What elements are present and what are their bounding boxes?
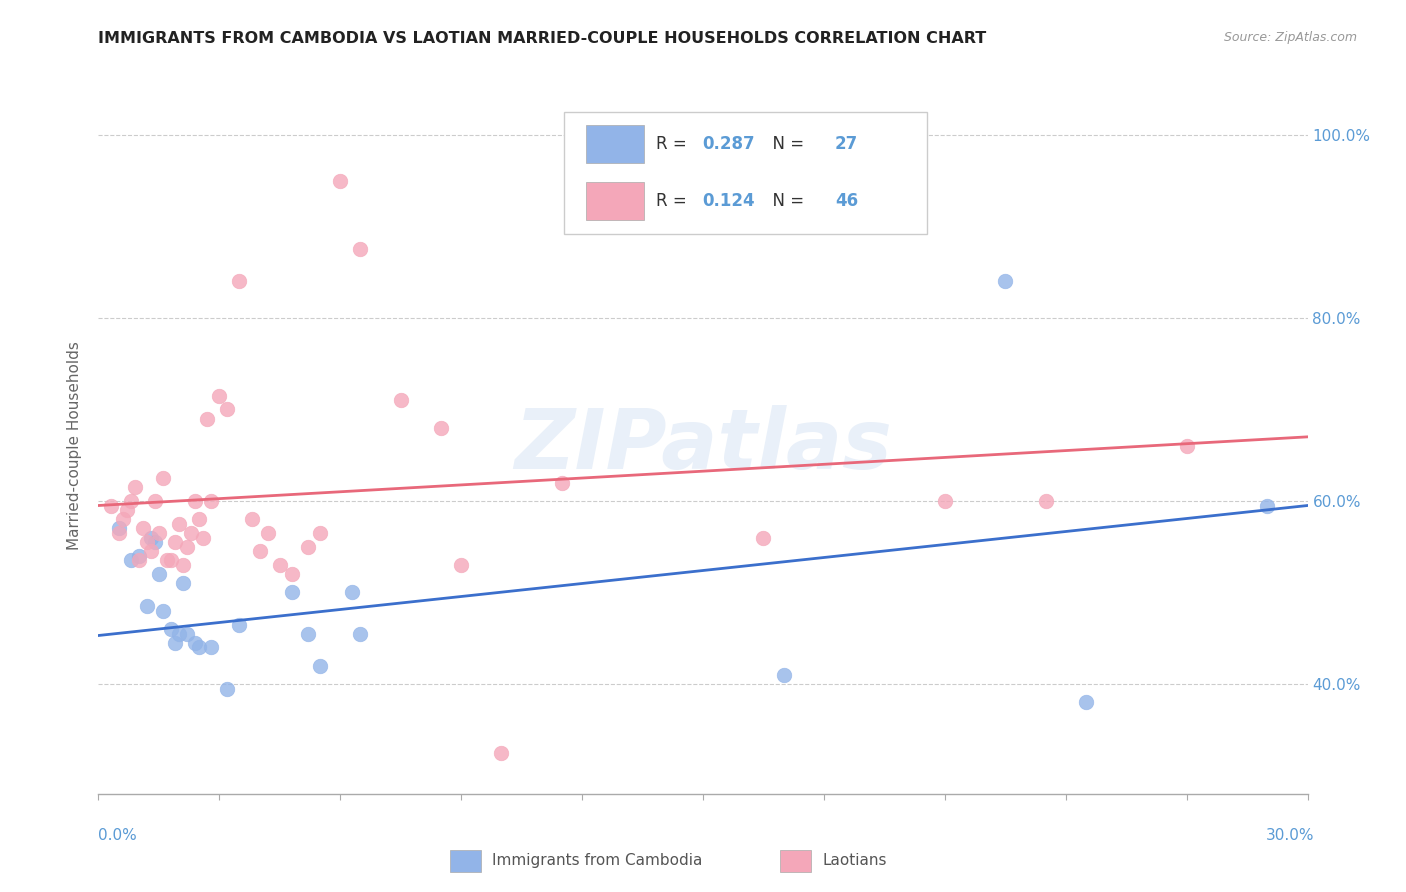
Text: 27: 27 [835,135,858,153]
Point [450,558,472,572]
Point [176,626,198,640]
Text: 0.124: 0.124 [702,192,755,210]
Point [132,521,155,535]
Point [184,494,207,508]
Point [156,553,179,567]
Point [143,535,166,549]
Point [217,402,239,417]
Point [208,389,231,403]
Point [217,681,239,696]
Text: 0.0%: 0.0% [98,828,138,843]
Point [491,746,513,760]
Point [1256,499,1278,513]
Point [200,640,222,655]
Point [163,636,186,650]
Point [152,471,174,485]
Text: 30.0%: 30.0% [1267,828,1315,843]
Point [172,558,194,572]
Point [297,626,319,640]
Point [115,503,138,517]
Point [163,535,186,549]
Point [281,567,304,582]
Point [752,531,775,545]
Point [551,475,574,490]
Point [342,585,364,599]
Point [1035,494,1057,508]
Point [188,512,211,526]
Point [167,516,190,531]
Point [309,658,332,673]
Point [269,558,291,572]
Point [167,626,190,640]
Point [120,494,142,508]
Point [128,549,150,563]
Text: Source: ZipAtlas.com: Source: ZipAtlas.com [1223,31,1357,45]
Point [124,480,146,494]
Point [148,567,170,582]
Point [772,668,794,682]
Point [139,531,162,545]
Point [349,242,371,256]
Text: N =: N = [762,135,810,153]
Point [107,526,129,541]
Point [188,640,211,655]
Point [176,540,198,554]
Point [160,553,183,567]
Text: R =: R = [655,135,692,153]
Point [184,636,207,650]
Point [135,535,157,549]
Point [994,274,1017,288]
FancyBboxPatch shape [586,125,644,163]
Point [430,420,453,434]
Point [256,526,278,541]
Y-axis label: Married-couple Households: Married-couple Households [67,342,83,550]
Point [111,512,134,526]
Point [228,617,250,632]
Point [135,599,157,614]
Point [309,526,332,541]
Point [195,411,218,425]
FancyBboxPatch shape [586,182,644,220]
Text: 46: 46 [835,192,858,210]
Text: Laotians: Laotians [823,854,887,868]
Point [120,553,142,567]
FancyBboxPatch shape [564,112,927,234]
Text: IMMIGRANTS FROM CAMBODIA VS LAOTIAN MARRIED-COUPLE HOUSEHOLDS CORRELATION CHART: IMMIGRANTS FROM CAMBODIA VS LAOTIAN MARR… [98,31,987,46]
Text: Immigrants from Cambodia: Immigrants from Cambodia [492,854,703,868]
Point [329,173,352,187]
Point [249,544,271,558]
Point [228,274,250,288]
Point [143,494,166,508]
Point [152,604,174,618]
Text: N =: N = [762,192,810,210]
Point [100,499,122,513]
Point [1074,695,1097,709]
Point [128,553,150,567]
Text: 0.287: 0.287 [702,135,755,153]
Point [389,393,412,408]
Point [281,585,304,599]
Point [148,526,170,541]
Point [193,531,215,545]
Point [240,512,263,526]
Point [160,622,183,636]
Point [180,526,202,541]
Text: R =: R = [655,192,692,210]
Point [107,521,129,535]
Point [139,544,162,558]
Point [349,626,371,640]
Point [1175,439,1198,453]
Point [934,494,956,508]
Point [297,540,319,554]
Text: ZIPatlas: ZIPatlas [515,406,891,486]
Point [172,576,194,591]
Point [200,494,222,508]
